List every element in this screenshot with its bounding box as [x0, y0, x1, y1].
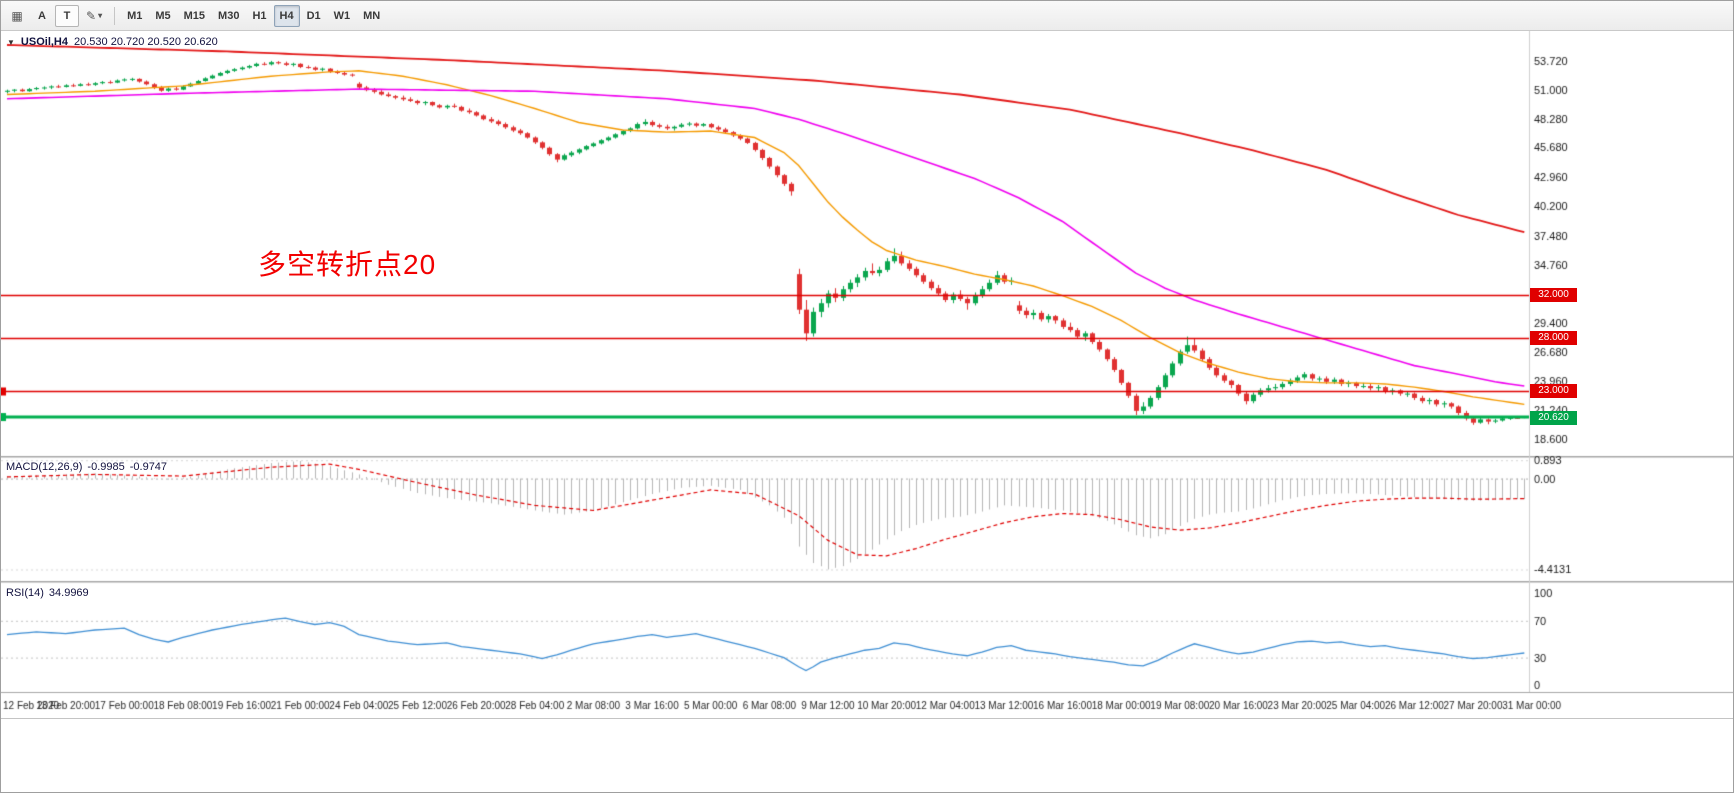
- bottom-strip: [1, 718, 1733, 792]
- timeframe-button-w1[interactable]: W1: [328, 5, 357, 27]
- timeframe-button-m5[interactable]: M5: [149, 5, 176, 27]
- annotate-button[interactable]: A: [30, 5, 54, 27]
- chart-grid-icon: ▦: [11, 8, 23, 23]
- chevron-down-icon: ▾: [98, 11, 103, 20]
- timeframe-button-m15[interactable]: M15: [178, 5, 211, 27]
- price-level-badge-32[interactable]: 32.000: [1530, 287, 1577, 302]
- toolbar-separator: [114, 6, 116, 25]
- symbol-timeframe-label: USOil,H4: [20, 36, 68, 48]
- chart-title: ▼ USOil,H4 20.530 20.720 20.520 20.620: [7, 36, 218, 48]
- annotation-text: 多空转折点20: [258, 249, 437, 280]
- ohlc-values: 20.530 20.720 20.520 20.620: [74, 36, 218, 48]
- timeframe-button-mn[interactable]: MN: [357, 5, 386, 27]
- current-price-badge: 20.620: [1530, 411, 1577, 426]
- draw-tool-button[interactable]: ✎ ▾: [80, 5, 108, 27]
- text-tool-button[interactable]: T: [55, 4, 79, 27]
- rsi-value: 34.9969: [48, 587, 89, 599]
- macd-main-value: -0.9985: [87, 461, 125, 473]
- macd-signal-value: -0.9747: [129, 461, 168, 473]
- chart-canvas[interactable]: [1, 31, 1733, 718]
- timeframe-button-h1[interactable]: H1: [246, 5, 272, 27]
- rsi-label: RSI(14) 34.9969: [6, 587, 94, 599]
- timeframe-button-m1[interactable]: M1: [121, 5, 148, 27]
- chart-area: ▼ USOil,H4 20.530 20.720 20.520 20.620 多…: [1, 31, 1733, 718]
- macd-label: MACD(12,26,9) -0.9985 -0.9747: [6, 461, 172, 473]
- pencil-icon: ✎: [86, 8, 97, 23]
- timeframe-button-d1[interactable]: D1: [301, 5, 327, 27]
- toolbar: ▦ A T ✎ ▾ M1 M5 M15 M30 H1 H4 D1 W1 MN: [1, 1, 1733, 31]
- macd-name: MACD(12,26,9): [6, 461, 83, 473]
- rsi-name: RSI(14): [6, 587, 44, 599]
- price-level-badge-28[interactable]: 28.000: [1530, 330, 1577, 345]
- quote-dropdown-icon[interactable]: ▼: [7, 37, 15, 47]
- chart-type-button[interactable]: ▦: [5, 5, 29, 27]
- timeframe-button-m30[interactable]: M30: [212, 5, 245, 27]
- timeframe-button-h4[interactable]: H4: [273, 4, 300, 27]
- price-level-badge-23[interactable]: 23.000: [1530, 384, 1577, 399]
